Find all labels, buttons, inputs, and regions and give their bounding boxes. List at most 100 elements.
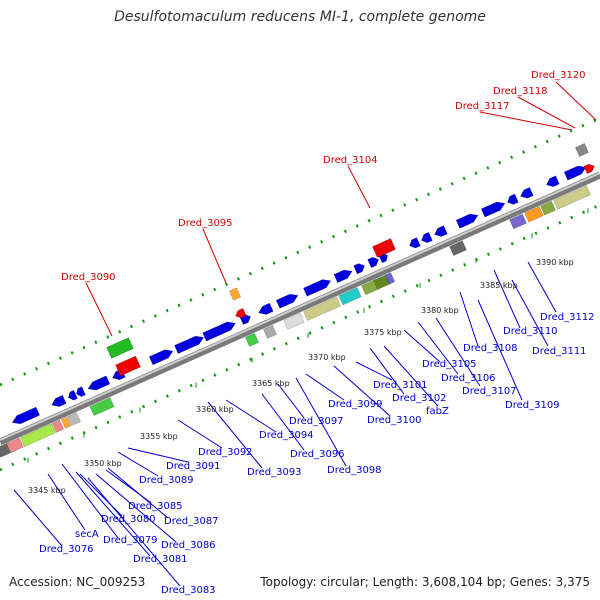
gene-block: [524, 206, 544, 223]
gene-block: [106, 337, 134, 359]
gene-label-bottom[interactable]: Dred_3098: [327, 465, 382, 476]
gene-label-bottom[interactable]: Dred_3102: [392, 393, 447, 404]
gene-block: [115, 355, 141, 377]
gene-label-top[interactable]: Dred_3090: [61, 272, 116, 283]
kbp-scale: [27, 208, 589, 463]
gene-label-bottom[interactable]: Dred_3112: [540, 312, 595, 323]
label-leader: [347, 165, 371, 209]
gene-arrow: [583, 163, 595, 175]
gene-arrow: [455, 213, 479, 229]
gene-block: [263, 324, 277, 339]
gene-block: [338, 287, 362, 306]
label-leader: [261, 393, 305, 451]
gene-arrow: [202, 321, 236, 342]
gene-label-bottom[interactable]: Dred_3110: [503, 326, 558, 337]
gene-label-bottom[interactable]: Dred_3093: [247, 467, 302, 478]
gene-label-bottom[interactable]: Dred_3106: [441, 373, 496, 384]
label-leader: [95, 473, 177, 543]
kbp-tick-label: 3380 kbp: [421, 306, 459, 315]
outer-dotted-track: [0, 116, 600, 387]
gene-label-bottom[interactable]: Dred_3079: [103, 535, 158, 546]
label-leader: [85, 282, 113, 337]
gene-block: [283, 312, 305, 330]
label-leader: [369, 347, 405, 395]
genome-backbone-highlight: [0, 172, 600, 441]
gene-arrow: [333, 269, 353, 284]
gene-label-bottom[interactable]: Dred_3094: [259, 430, 314, 441]
label-leader: [75, 471, 151, 557]
label-leader: [295, 377, 347, 467]
gene-label-bottom[interactable]: Dred_3111: [532, 346, 587, 357]
gene-arrow: [520, 187, 534, 199]
gene-label-bottom[interactable]: Dred_3085: [128, 501, 183, 512]
gene-label-top[interactable]: Dred_3095: [178, 218, 233, 229]
gene-arrow: [68, 389, 78, 401]
gene-arrow: [258, 302, 274, 315]
gene-arrow: [421, 231, 433, 244]
gene-arrow: [353, 263, 365, 275]
gene-label-top[interactable]: Dred_3117: [455, 101, 510, 112]
gene-arrow: [563, 165, 587, 181]
label-leader: [47, 473, 86, 531]
gene-label-bottom[interactable]: Dred_3080: [101, 514, 156, 525]
gene-label-bottom[interactable]: Dred_3101: [373, 380, 428, 391]
kbp-tick-label: 3375 kbp: [364, 328, 402, 337]
label-leader: [355, 361, 393, 381]
label-leader: [225, 399, 277, 433]
gene-label-bottom[interactable]: Dred_3109: [505, 400, 560, 411]
gene-block: [6, 437, 24, 454]
gene-label-bottom[interactable]: Dred_3096: [290, 449, 345, 460]
gene-label-bottom[interactable]: Dred_3091: [166, 461, 221, 472]
gene-label-bottom[interactable]: Dred_3097: [289, 416, 344, 427]
gene-label-bottom[interactable]: Dred_3089: [139, 475, 194, 486]
label-leader: [555, 81, 597, 121]
gene-label-bottom[interactable]: Dred_3087: [164, 516, 219, 527]
gene-block: [449, 240, 467, 256]
gene-arrow: [87, 375, 111, 391]
gene-block: [553, 185, 591, 210]
label-leader: [517, 96, 576, 129]
gene-block: [372, 238, 396, 258]
gene-block: [245, 332, 259, 347]
label-leader: [61, 463, 119, 539]
label-leader: [277, 383, 305, 419]
gene-block: [540, 200, 556, 216]
gene-label-bottom[interactable]: Dred_3105: [422, 359, 477, 370]
gene-label-bottom[interactable]: Dred_3100: [367, 415, 422, 426]
label-leader: [527, 261, 557, 313]
gene-label-top[interactable]: Dred_3118: [493, 86, 548, 97]
gene-block: [384, 272, 396, 285]
gene-arrow: [546, 175, 560, 187]
label-leader: [403, 329, 441, 363]
gene-label-bottom[interactable]: Dred_3108: [463, 343, 518, 354]
gene-label-bottom[interactable]: Dred_3081: [133, 554, 188, 565]
gene-arrow: [275, 293, 299, 309]
gene-label-bottom[interactable]: Dred_3092: [198, 447, 253, 458]
gene-block: [575, 143, 589, 157]
gene-block: [89, 397, 115, 416]
gene-label-top[interactable]: Dred_3120: [531, 70, 586, 81]
accession-text: Accession: NC_009253: [9, 575, 146, 589]
gene-label-bottom[interactable]: Dred_3083: [161, 585, 216, 596]
gene-label-bottom[interactable]: Dred_3086: [161, 540, 216, 551]
label-leader: [305, 373, 345, 401]
label-leader: [207, 401, 263, 469]
gene-arrow: [11, 406, 40, 425]
kbp-tick-label: 3370 kbp: [308, 353, 346, 362]
gene-label-bottom[interactable]: secA: [75, 529, 99, 540]
gene-arrow: [303, 279, 332, 297]
label-leader: [477, 299, 523, 401]
label-leader: [333, 365, 391, 417]
label-leader: [177, 419, 223, 449]
gene-label-bottom[interactable]: Dred_3076: [39, 544, 94, 555]
label-leader-lines: [13, 81, 597, 587]
gene-label-bottom[interactable]: Dred_3107: [462, 386, 517, 397]
gene-label-bottom[interactable]: Dred_3099: [328, 399, 383, 410]
gene-block: [20, 423, 56, 447]
label-leader: [459, 291, 479, 347]
gene-label-bottom[interactable]: fabZ: [426, 406, 449, 417]
gene-label-top[interactable]: Dred_3104: [323, 155, 378, 166]
kbp-tick-label: 3390 kbp: [536, 258, 574, 267]
